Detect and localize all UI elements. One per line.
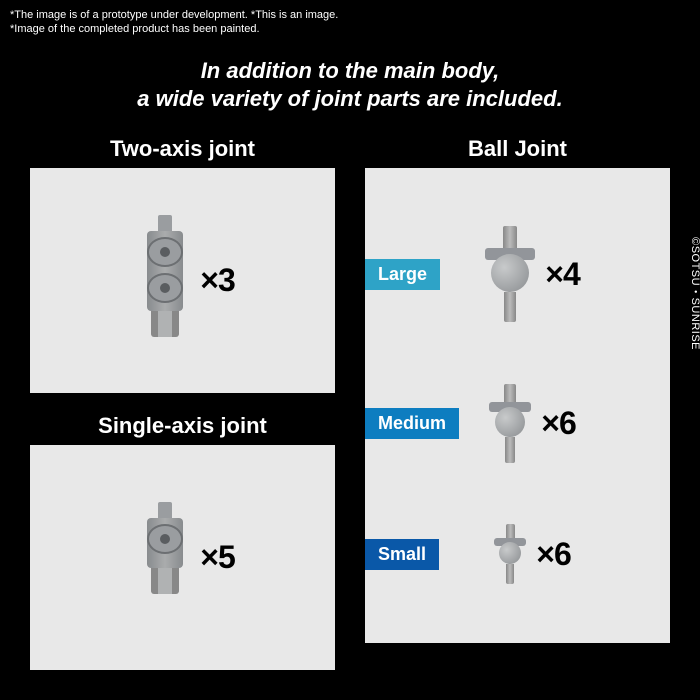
balljoint-medium-icon bbox=[489, 384, 531, 463]
single-axis-count: ×5 bbox=[200, 539, 234, 576]
balljoint-small-icon bbox=[494, 524, 526, 584]
content-grid: Two-axis joint ×3 Single-axis joint bbox=[0, 136, 700, 670]
balljoint-medium-row: Medium ×6 bbox=[365, 384, 670, 463]
balljoint-small-count: ×6 bbox=[536, 536, 570, 573]
headline-line1: In addition to the main body, bbox=[20, 57, 680, 86]
two-axis-count: ×3 bbox=[200, 262, 234, 299]
single-axis-title: Single-axis joint bbox=[30, 413, 335, 439]
balljoint-small-row: Small ×6 bbox=[365, 524, 670, 584]
large-label: Large bbox=[365, 259, 440, 290]
single-axis-panel: ×5 bbox=[30, 445, 335, 670]
disclaimer-line: *The image is of a prototype under devel… bbox=[10, 8, 690, 22]
left-column: Two-axis joint ×3 Single-axis joint bbox=[30, 136, 335, 670]
disclaimer-block: *The image is of a prototype under devel… bbox=[0, 0, 700, 39]
single-axis-joint-icon bbox=[130, 502, 200, 612]
balljoint-large-count: ×4 bbox=[545, 256, 579, 293]
balljoint-title: Ball Joint bbox=[365, 136, 670, 162]
headline: In addition to the main body, a wide var… bbox=[0, 39, 700, 136]
two-axis-joint-icon bbox=[130, 215, 200, 345]
medium-label: Medium bbox=[365, 408, 459, 439]
balljoint-section: Ball Joint Large ×4 Medium bbox=[365, 136, 670, 643]
headline-line2: a wide variety of joint parts are includ… bbox=[20, 85, 680, 114]
disclaimer-line: *Image of the completed product has been… bbox=[10, 22, 690, 36]
two-axis-title: Two-axis joint bbox=[30, 136, 335, 162]
small-label: Small bbox=[365, 539, 439, 570]
balljoint-large-row: Large ×4 bbox=[365, 226, 670, 322]
balljoint-panel: Large ×4 Medium bbox=[365, 168, 670, 643]
two-axis-panel: ×3 bbox=[30, 168, 335, 393]
two-axis-section: Two-axis joint ×3 bbox=[30, 136, 335, 393]
copyright-text: ©SOTSU・SUNRISE bbox=[688, 237, 700, 350]
right-column: Ball Joint Large ×4 Medium bbox=[365, 136, 670, 670]
balljoint-large-icon bbox=[485, 226, 535, 322]
balljoint-medium-count: ×6 bbox=[541, 405, 575, 442]
single-axis-section: Single-axis joint ×5 bbox=[30, 413, 335, 670]
